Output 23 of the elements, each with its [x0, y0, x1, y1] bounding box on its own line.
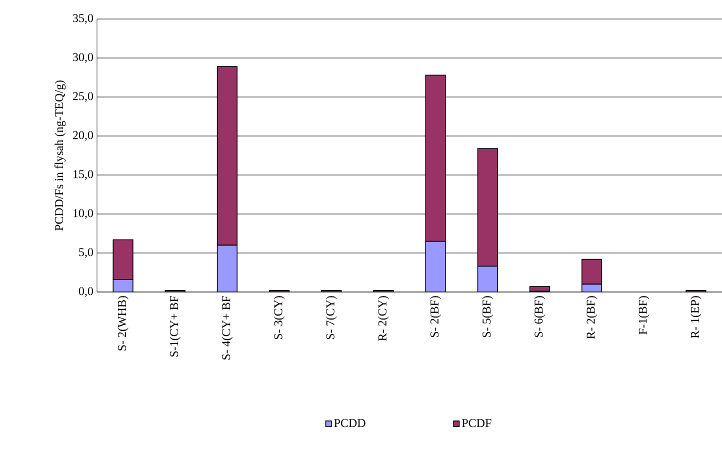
x-tick-label: R- 2(BF)	[586, 296, 598, 339]
x-tick-label: F-1(BF)	[638, 296, 650, 335]
y-tick-label: 15,0	[74, 170, 94, 180]
x-tick-label: R- 1(EP)	[690, 296, 702, 338]
legend-label: PCDF	[462, 419, 492, 428]
y-tick-label: 35,0	[73, 14, 94, 24]
legend-label: PCDD	[334, 419, 366, 428]
y-tick-label: 20,0	[73, 131, 94, 141]
y-tick-label: 5,0	[79, 248, 94, 258]
y-tick-label: 10,0	[74, 209, 94, 219]
x-tick-label: S- 4(CY+ BF	[222, 296, 233, 360]
x-tick-label: S- 7(CY)	[326, 296, 337, 340]
x-tick-label: S- 3(CY)	[274, 296, 285, 340]
x-tick-label: S- 6(BF)	[534, 296, 546, 338]
y-tick-label: 25,0	[73, 92, 94, 102]
x-tick-label: S-1(CY+ BF	[170, 296, 181, 357]
y-axis-title: PCDD/Fs in flysah (ng-TEQ/g)	[54, 80, 66, 231]
y-tick-label: 0,0	[78, 287, 94, 297]
x-tick-label: R- 2(CY)	[378, 296, 389, 341]
y-tick-label: 30,0	[73, 53, 94, 63]
x-tick-label: S- 2(WHB)	[118, 296, 128, 350]
x-tick-label: S- 5(BF)	[482, 296, 494, 338]
x-tick-label: S- 2(BF)	[430, 296, 441, 338]
